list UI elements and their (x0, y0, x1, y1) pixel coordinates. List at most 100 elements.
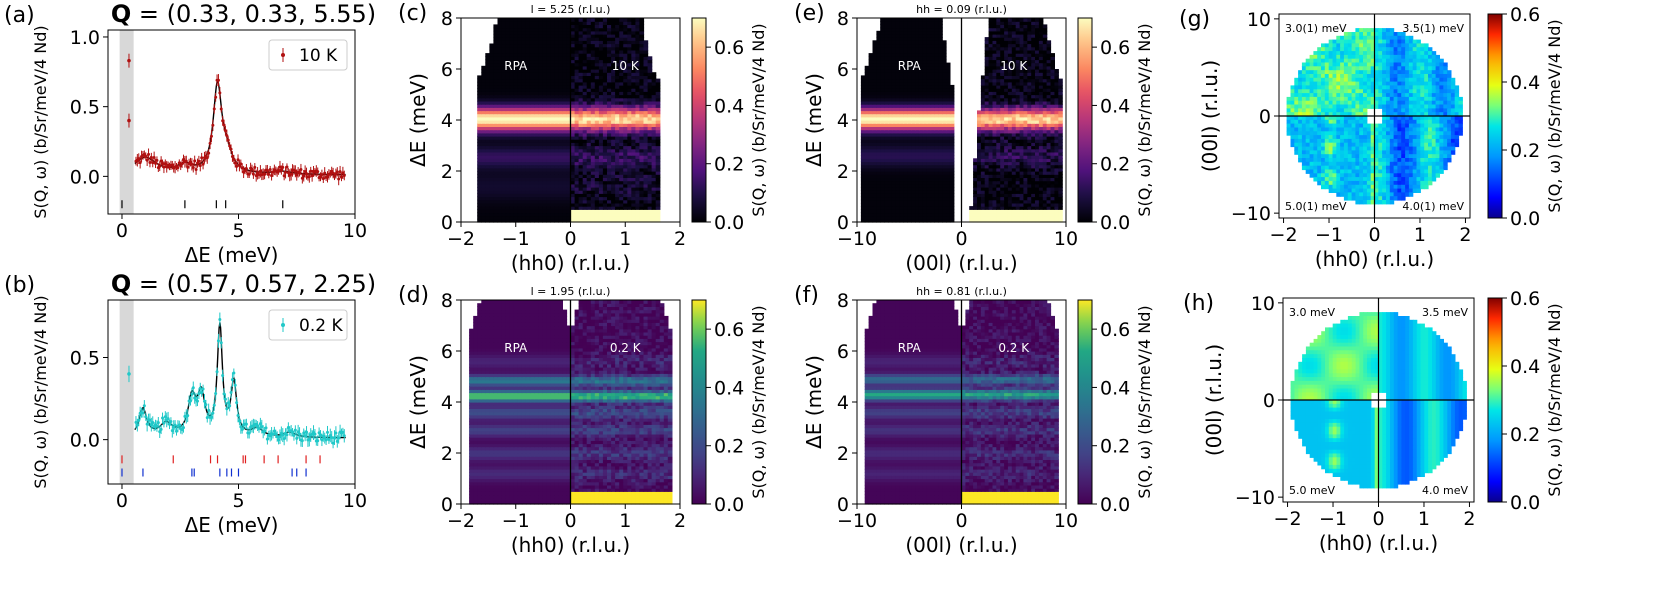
heatmap-cell (582, 196, 588, 201)
heatmap-cell (647, 164, 653, 169)
data-point (205, 416, 209, 420)
heatmap-cell (631, 209, 636, 214)
data-point (282, 174, 286, 178)
heatmap-cell (509, 161, 515, 166)
heatmap-cell (505, 177, 511, 182)
heatmap-cell (529, 202, 535, 207)
data-point (228, 144, 232, 148)
heatmap-cell (635, 151, 641, 156)
heatmap-cell (570, 171, 576, 175)
heatmap-cell (651, 129, 657, 134)
heatmap-cell (489, 167, 495, 172)
heatmap-cell (542, 180, 547, 185)
heatmap-cell (615, 171, 620, 175)
data-point (166, 417, 170, 421)
data-point (223, 129, 227, 133)
data-point (293, 428, 297, 432)
heatmap-cell (509, 171, 515, 175)
heatmap-cell (651, 190, 657, 194)
heatmap-cell (493, 212, 499, 217)
heatmap-cell (477, 164, 482, 169)
data-point (316, 170, 320, 174)
heatmap-cell (558, 190, 563, 194)
heatmap-cell (485, 148, 490, 153)
heatmap-cell (477, 158, 482, 163)
heatmap-cell (602, 142, 608, 147)
heatmap-cell (578, 218, 584, 223)
heatmap-cell (594, 186, 600, 191)
data-point (151, 161, 155, 165)
heatmap-cell (578, 180, 584, 185)
heatmap-cell (623, 129, 628, 134)
data-point (144, 154, 148, 158)
heatmap-cell (635, 171, 641, 175)
heatmap-cell (639, 129, 645, 134)
y-tick-label: 6 (441, 59, 453, 81)
heatmap-cell (550, 158, 555, 163)
data-point (151, 421, 155, 425)
heatmap-cell (574, 186, 580, 191)
heatmap-cell (655, 209, 661, 214)
heatmap-cell (529, 190, 535, 194)
heatmap-cell (627, 142, 632, 147)
heatmap-cell (562, 167, 568, 172)
heatmap-cell (574, 158, 580, 163)
heatmap-cell (550, 206, 555, 210)
heatmap-cell (558, 158, 563, 163)
heatmap-cell (538, 196, 543, 201)
data-point (317, 431, 321, 435)
heatmap-cell (534, 174, 539, 178)
heatmap-cell (489, 142, 495, 147)
heatmap-cell (493, 155, 499, 159)
heatmap-cell (546, 209, 551, 214)
heatmap-cell (489, 199, 495, 204)
heatmap-cell (655, 129, 661, 134)
heatmap-cell (554, 158, 559, 163)
heatmap-cell (586, 18, 592, 22)
heatmap-cell (525, 155, 531, 159)
heatmap-cell (619, 199, 624, 204)
heatmap-cell (639, 183, 645, 188)
data-point (180, 162, 184, 166)
heatmap-cell (509, 126, 515, 131)
heatmap-cell (493, 171, 499, 175)
heatmap-cell (590, 190, 596, 194)
heatmap-cell (513, 132, 519, 137)
heatmap-cell (558, 161, 563, 166)
heatmap-cell (525, 180, 531, 185)
heatmap-cell (631, 164, 636, 169)
heatmap-cell (517, 209, 523, 214)
heatmap-cell (501, 174, 507, 178)
heatmap-cell (619, 129, 624, 134)
heatmap-cell (574, 171, 580, 175)
heatmap-cell (602, 171, 608, 175)
heatmap-cell (586, 180, 592, 185)
heatmap-cell (594, 161, 600, 166)
heatmap-cell (655, 196, 661, 201)
heatmap-cell (489, 135, 495, 140)
heatmap-cell (566, 135, 572, 140)
heatmap-cell (534, 126, 539, 131)
heatmap-cell (509, 142, 515, 147)
heatmap-cell (643, 145, 649, 150)
heatmap-cell (546, 212, 551, 217)
heatmap-cell (598, 161, 604, 166)
heatmap-cell (615, 164, 620, 169)
heatmap-cell (546, 142, 551, 147)
data-point (335, 170, 339, 174)
heatmap-cell (558, 151, 563, 156)
heatmap-cell (578, 142, 584, 147)
heatmap-cell (619, 158, 624, 163)
heatmap-cell (525, 209, 531, 214)
heatmap-cell (574, 215, 580, 220)
heatmap-cell (554, 142, 559, 147)
data-point (229, 147, 233, 151)
heatmap-cell (513, 183, 519, 188)
data-point (240, 166, 244, 170)
data-point (148, 160, 152, 164)
heatmap-cell (607, 196, 612, 201)
heatmap-cell (655, 167, 661, 172)
heatmap-cell (534, 135, 539, 140)
heatmap-cell (611, 193, 616, 198)
heatmap-cell (578, 196, 584, 201)
